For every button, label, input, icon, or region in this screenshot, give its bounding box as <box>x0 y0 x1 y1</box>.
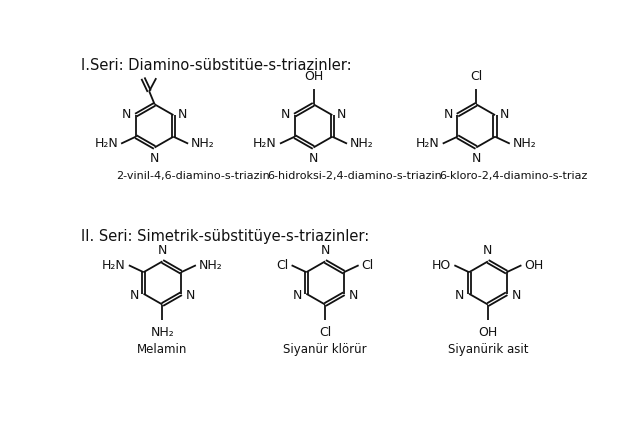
Text: N: N <box>309 152 318 165</box>
Text: N: N <box>471 152 481 165</box>
Text: NH₂: NH₂ <box>151 326 174 339</box>
Text: H₂N: H₂N <box>253 137 277 150</box>
Text: N: N <box>178 108 188 121</box>
Text: N: N <box>292 289 302 302</box>
Text: NH₂: NH₂ <box>513 137 537 150</box>
Text: Siyanür klörür: Siyanür klörür <box>283 343 367 356</box>
Text: Cl: Cl <box>470 70 482 83</box>
Text: OH: OH <box>524 259 544 272</box>
Text: 2-vinil-4,6-diamino-s-triazin: 2-vinil-4,6-diamino-s-triazin <box>116 170 270 181</box>
Text: N: N <box>337 108 346 121</box>
Text: II. Seri: Simetrik-sübstitüye-s-triazinler:: II. Seri: Simetrik-sübstitüye-s-triazinl… <box>81 229 369 244</box>
Text: H₂N: H₂N <box>416 137 440 150</box>
Text: N: N <box>511 289 521 302</box>
Text: 6-kloro-2,4-diamino-s-triaz: 6-kloro-2,4-diamino-s-triaz <box>439 170 587 181</box>
Text: OH: OH <box>478 326 497 339</box>
Text: H₂N: H₂N <box>94 137 118 150</box>
Text: N: N <box>500 108 509 121</box>
Text: N: N <box>186 289 195 302</box>
Text: I.Seri: Diamino-sübstitüe-s-triazinler:: I.Seri: Diamino-sübstitüe-s-triazinler: <box>81 58 352 73</box>
Text: 6-hidroksi-2,4-diamino-s-triazin: 6-hidroksi-2,4-diamino-s-triazin <box>267 170 442 181</box>
Text: N: N <box>122 108 131 121</box>
Text: NH₂: NH₂ <box>350 137 374 150</box>
Text: Cl: Cl <box>319 326 331 339</box>
Text: Siyanürik asit: Siyanürik asit <box>447 343 528 356</box>
Text: N: N <box>281 108 290 121</box>
Text: N: N <box>455 289 465 302</box>
Text: Melamin: Melamin <box>137 343 188 356</box>
Text: N: N <box>483 244 492 257</box>
Text: Cl: Cl <box>362 259 374 272</box>
Text: N: N <box>130 289 139 302</box>
Text: H₂N: H₂N <box>102 259 126 272</box>
Text: NH₂: NH₂ <box>191 137 215 150</box>
Text: N: N <box>158 244 167 257</box>
Text: N: N <box>444 108 453 121</box>
Text: OH: OH <box>304 70 323 83</box>
Text: N: N <box>150 152 159 165</box>
Text: HO: HO <box>432 259 451 272</box>
Text: NH₂: NH₂ <box>199 259 223 272</box>
Text: N: N <box>320 244 330 257</box>
Text: N: N <box>349 289 358 302</box>
Text: Cl: Cl <box>276 259 289 272</box>
